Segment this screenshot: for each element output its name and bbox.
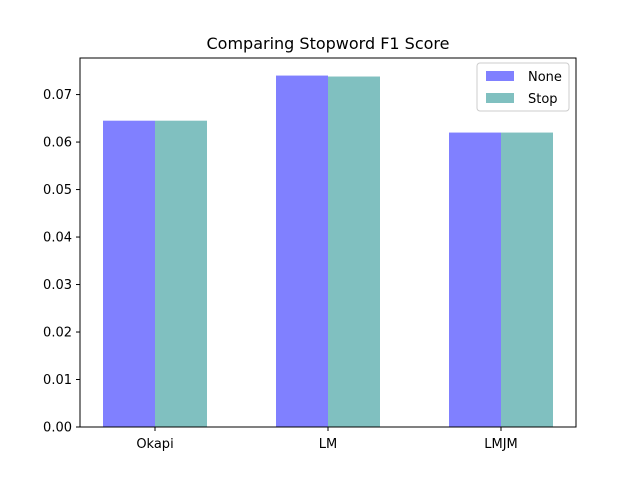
legend-swatch-stop xyxy=(486,93,514,103)
y-tick-label: 0.03 xyxy=(43,278,72,293)
axes-layer: 0.00 0.01 0.02 0.03 0.04 0.05 0.06 0.07 Okapi LM L… xyxy=(43,57,577,452)
bar-stop-okapi xyxy=(155,120,207,427)
y-tick-label: 0.01 xyxy=(43,373,72,388)
legend-swatch-none xyxy=(486,71,514,81)
legend-label-stop: Stop xyxy=(528,92,558,107)
bar-stop-lm xyxy=(328,76,380,427)
y-tick-label: 0.04 xyxy=(43,231,72,246)
bars-layer xyxy=(103,75,553,428)
x-tick-label: Okapi xyxy=(136,437,173,452)
legend: None Stop xyxy=(476,62,570,112)
y-tick-label: 0.06 xyxy=(43,136,72,151)
chart-title: Comparing Stopword F1 Score xyxy=(207,34,450,53)
legend-label-none: None xyxy=(528,70,562,85)
x-tick-label: LMJM xyxy=(484,437,518,452)
y-tick-label: 0.02 xyxy=(43,326,72,341)
bar-none-lmjm xyxy=(449,132,501,427)
bar-stop-lmjm xyxy=(501,132,553,427)
y-tick-label: 0.05 xyxy=(43,183,72,198)
y-tick-label: 0.00 xyxy=(43,421,72,436)
bar-none-lm xyxy=(276,75,328,428)
x-tick-label: LM xyxy=(319,437,337,452)
y-tick-label: 0.07 xyxy=(43,88,72,103)
bar-none-okapi xyxy=(103,120,155,427)
